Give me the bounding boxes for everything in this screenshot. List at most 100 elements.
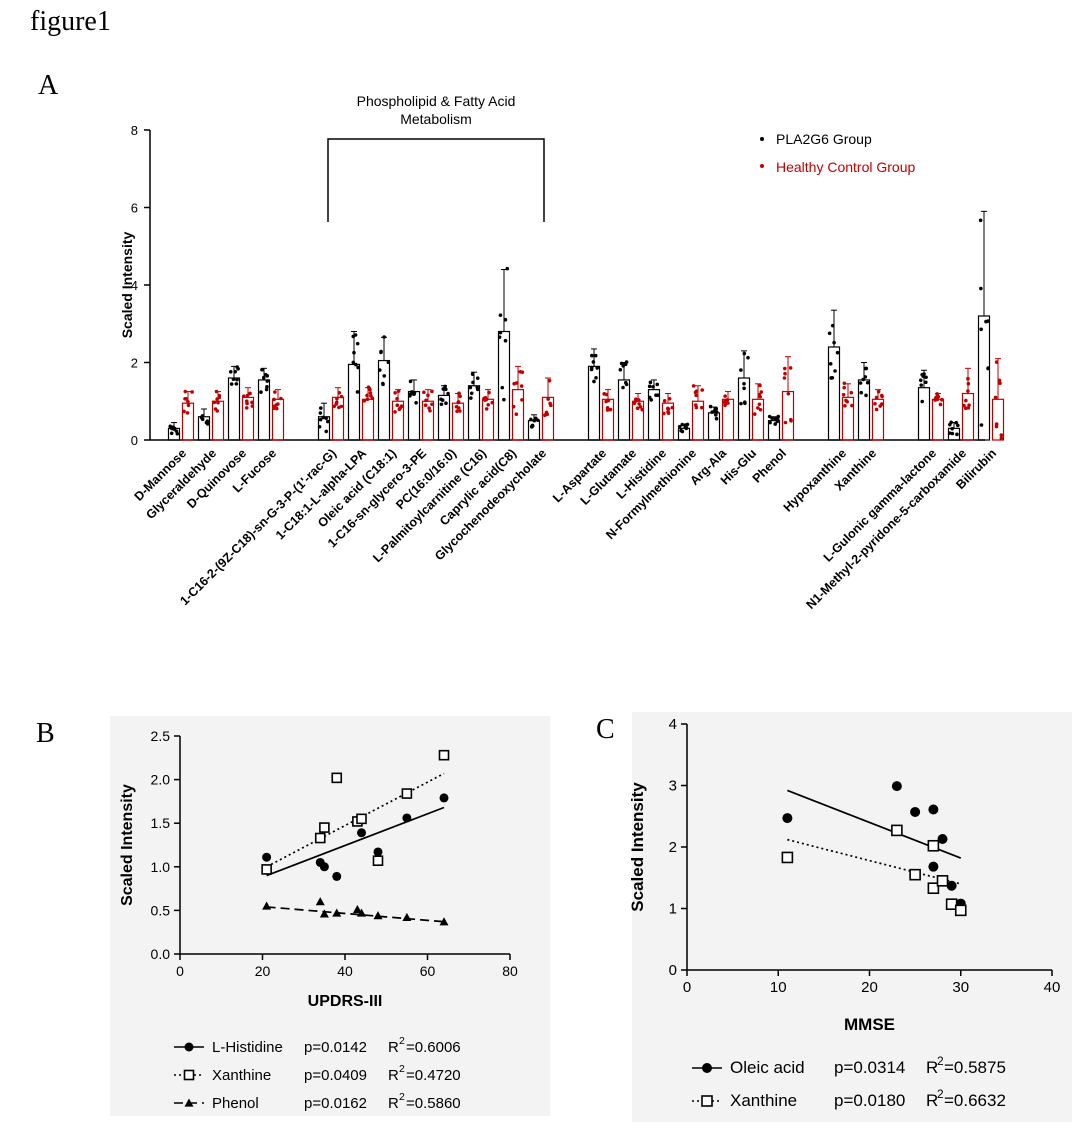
panel-a-dot <box>169 431 174 436</box>
panel-a-dot <box>918 378 923 383</box>
panel-a-dot <box>382 374 387 378</box>
panel-a-dot <box>966 376 970 381</box>
panel-a-dot <box>859 390 864 395</box>
panel-a-dot <box>229 382 234 386</box>
panel-a-dot <box>864 393 868 398</box>
panel-a-dot <box>518 370 523 374</box>
panel-b-point <box>331 772 343 784</box>
panel-b-legend-r2-sup: 2 <box>399 1035 405 1047</box>
panel-b-legend-marker <box>183 1069 195 1081</box>
panel-b-point <box>262 901 272 910</box>
panel-b-y-tick-label: 2.5 <box>151 728 171 744</box>
panel-a-dot <box>511 404 516 409</box>
panel-a-dot <box>963 406 968 411</box>
panel-a-dot <box>408 392 412 397</box>
panel-a-dot <box>773 422 778 426</box>
panel-a-dot <box>274 406 279 411</box>
panel-a-dot <box>183 389 188 394</box>
panel-a-dot <box>487 390 491 395</box>
panel-a-dot <box>362 399 367 403</box>
panel-a-dot <box>861 377 866 382</box>
panel-a-dot <box>919 383 924 387</box>
panel-a-dot <box>486 402 490 407</box>
panel-a-dot <box>756 406 760 410</box>
panel-c-legend-marker <box>701 1095 713 1107</box>
panel-a-dot <box>377 368 382 372</box>
panel-b-legend-r2-sup: 2 <box>399 1063 405 1075</box>
panel-a-dot <box>324 429 329 434</box>
panel-a-dot <box>788 366 793 370</box>
panel-b-legend-r2-value: =0.6006 <box>406 1039 461 1056</box>
panel-a-dot <box>335 396 339 401</box>
panel-a-dot <box>503 317 508 322</box>
panel-a-dot <box>441 387 446 391</box>
panel-a-dot <box>319 406 323 410</box>
panel-a-dot <box>782 366 787 371</box>
panel-a-dot <box>439 402 444 407</box>
panel-a-dot <box>651 384 655 389</box>
panel-a-dot <box>947 431 952 435</box>
panel-a-dot <box>618 367 623 372</box>
panel-a-dot <box>214 389 219 394</box>
panel-a-dot <box>530 424 535 428</box>
panel-b-fit-line <box>266 906 445 923</box>
panel-c-point <box>910 806 921 817</box>
panel-a-dot <box>710 410 714 414</box>
panel-a-dot <box>265 374 270 378</box>
panel-c-x-tick-label: 10 <box>770 979 787 996</box>
panel-a-dot <box>665 406 670 411</box>
panel-b-point <box>319 822 330 833</box>
panel-a-dot <box>758 407 763 412</box>
panel-a-dot <box>858 381 863 385</box>
panel-a-dot <box>743 401 747 405</box>
panel-a-dot <box>498 330 503 335</box>
panel-a-dot <box>273 390 277 394</box>
panel-a-dot <box>849 390 854 395</box>
panel-a-legend-marker <box>760 137 764 141</box>
figure-title: figure1 <box>30 6 111 37</box>
panel-a-dot <box>182 409 186 414</box>
panel-c-point <box>928 861 939 872</box>
panel-a-dot <box>395 396 399 401</box>
panel-a-bar <box>751 398 765 441</box>
panel-a-dot <box>439 397 443 402</box>
panel-a-dot <box>783 371 787 376</box>
panel-a-y-tick-label: 8 <box>131 123 138 138</box>
panel-c-legend-r2-value: =0.6632 <box>944 1091 1006 1110</box>
panel-a-y-tick-label: 0 <box>131 433 138 448</box>
panel-b-legend-label: Phenol <box>212 1095 259 1112</box>
panel-b-point <box>315 897 325 906</box>
panel-c-legend-r2-value: =0.5875 <box>944 1058 1006 1077</box>
panel-a-dot <box>532 418 537 423</box>
panel-a-dot <box>396 389 401 393</box>
panel-a-dot <box>640 407 645 412</box>
panel-a-dot <box>231 377 236 382</box>
panel-a-dot <box>979 423 984 427</box>
panel-a-dot <box>758 394 763 399</box>
panel-a-dot <box>841 392 846 397</box>
panel-a-dot <box>205 422 210 426</box>
panel-a-dot <box>648 380 653 385</box>
panel-a-dot <box>235 365 239 369</box>
panel-a-dot <box>679 428 683 433</box>
panel-a-dot <box>955 432 959 437</box>
panel-c-point <box>936 875 949 887</box>
panel-a-legend-label: Healthy Control Group <box>776 159 916 175</box>
panel-a-bar <box>587 365 601 441</box>
panel-a-x-tick-label: Phenol <box>750 446 789 485</box>
panel-a-dot <box>994 424 999 429</box>
panel-a-dot <box>215 409 220 413</box>
panel-a-dot <box>412 390 417 395</box>
panel-a-dot <box>186 399 190 404</box>
panel-b-y-tick-label: 0.0 <box>151 946 171 962</box>
panel-a-dot <box>850 403 854 408</box>
panel-a-dot <box>505 266 510 271</box>
panel-a-dot <box>248 391 252 396</box>
panel-a-dot <box>878 404 883 408</box>
panel-b-x-tick-label: 0 <box>176 963 184 979</box>
panel-a-dot <box>490 400 495 405</box>
panel-a-dot <box>272 397 276 402</box>
panel-b-x-tick-label: 20 <box>255 963 271 979</box>
panel-b-legend-marker <box>184 1042 194 1052</box>
panel-b-legend-r2: R <box>388 1095 399 1112</box>
